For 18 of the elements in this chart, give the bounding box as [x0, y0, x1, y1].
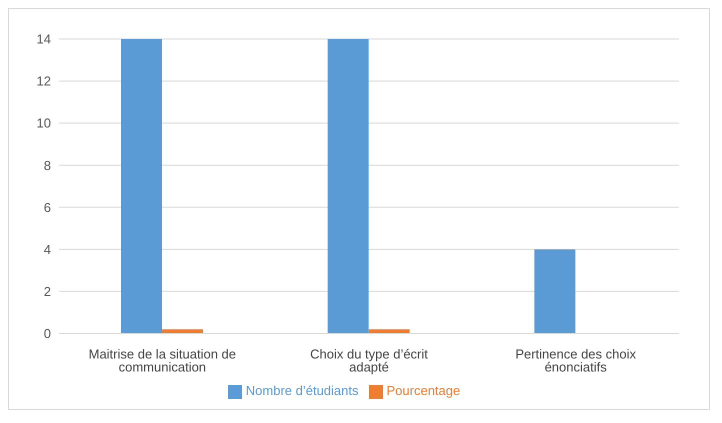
y-tick-label: 4 [44, 242, 51, 257]
bar [534, 249, 576, 334]
bar [121, 39, 162, 334]
legend-label: Pourcentage [386, 383, 460, 398]
y-tick-label: 2 [44, 284, 51, 299]
y-tick-label: 14 [36, 32, 51, 47]
bar [368, 329, 410, 334]
y-tick-label: 6 [44, 200, 51, 215]
bar [162, 329, 203, 334]
y-tick-label: 0 [44, 326, 51, 342]
y-tick-label: 8 [44, 158, 51, 173]
y-tick-label: 10 [36, 116, 51, 131]
x-tick-label: Pertinence des choix énonciatifs [515, 346, 637, 375]
legend-label: Nombre d’étudiants [246, 383, 358, 398]
y-tick-label: 12 [36, 74, 51, 89]
bar [328, 39, 369, 334]
x-tick-label: Maitrise de la situation de communication [88, 346, 236, 375]
x-tick-label: Choix du type d’écrit adapté [310, 346, 428, 375]
